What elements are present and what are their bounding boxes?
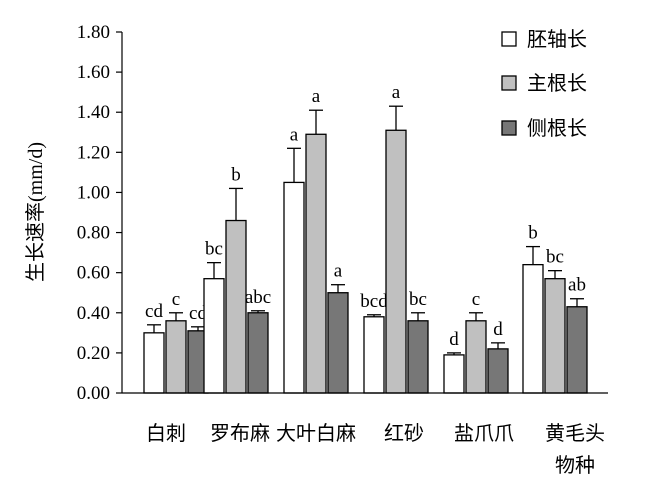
bar — [465, 320, 487, 394]
bar — [544, 278, 566, 394]
x-tick-label: 白刺 — [146, 422, 186, 445]
bar — [225, 219, 247, 394]
bar — [443, 354, 465, 394]
y-tick-label: 0.20 — [77, 343, 110, 364]
y-tick-label: 0.00 — [77, 383, 110, 404]
significance-letter: cd — [145, 301, 163, 322]
significance-letter: bcd — [360, 291, 388, 312]
significance-letter: ab — [568, 275, 586, 296]
bar — [203, 278, 225, 394]
x-tick-label: 黄毛头 — [545, 422, 605, 445]
significance-letter: a — [290, 124, 299, 145]
significance-letter: b — [528, 223, 538, 244]
y-tick-label: 0.80 — [77, 223, 110, 244]
x-tick-label: 罗布麻 — [210, 422, 270, 445]
y-tick-label: 0.40 — [77, 303, 110, 324]
bar — [327, 292, 349, 394]
significance-letter: cd — [189, 303, 207, 324]
y-tick-label: 1.40 — [77, 102, 110, 123]
significance-letter: a — [312, 86, 321, 107]
y-tick-label: 1.20 — [77, 142, 110, 163]
y-ticks: 0.00 0.20 0.40 0.60 0.80 1.00 1.20 1.40 1.60 1.80 — [77, 22, 122, 404]
x-tick-label: 盐爪爪 — [454, 422, 514, 445]
significance-letter: c — [472, 289, 480, 310]
significance-letter: d — [449, 329, 459, 350]
legend-swatch — [501, 31, 517, 47]
x-tick-labels: 白刺 罗布麻 大叶白麻 红砂 盐爪爪 黄毛头 — [146, 422, 605, 445]
bar — [143, 332, 165, 394]
significance-letter: abc — [245, 287, 271, 308]
x-tick-label: 红砂 — [384, 422, 424, 445]
bar — [165, 320, 187, 394]
significance-letter: bc — [205, 239, 223, 260]
bar — [385, 129, 407, 394]
legend-swatch — [501, 120, 517, 136]
legend-label: 胚轴长 — [527, 28, 587, 51]
significance-letter: bc — [409, 289, 427, 310]
x-axis-label: 物种 — [555, 454, 595, 477]
y-tick-label: 1.00 — [77, 182, 110, 203]
bar — [487, 348, 509, 394]
legend-label: 侧根长 — [527, 117, 587, 140]
legend-label: 主根长 — [527, 72, 587, 95]
bar — [522, 263, 544, 394]
significance-letter: c — [172, 289, 180, 310]
y-axis-label: 生长速率(mm/d) — [24, 142, 47, 282]
significance-letter: a — [334, 261, 343, 282]
significance-letter: b — [231, 164, 241, 185]
x-tick-label: 大叶白麻 — [276, 422, 356, 445]
y-tick-label: 0.60 — [77, 263, 110, 284]
bar — [247, 312, 269, 394]
bar — [363, 316, 385, 394]
bar — [566, 306, 588, 394]
legend-swatch — [501, 75, 517, 91]
bar — [305, 133, 327, 394]
axes — [121, 32, 608, 394]
significance-letter: bc — [546, 247, 564, 268]
significance-letter: a — [392, 82, 401, 103]
bar — [283, 181, 305, 394]
y-tick-label: 1.80 — [77, 22, 110, 43]
y-tick-label: 1.60 — [77, 62, 110, 83]
significance-letter: d — [493, 319, 503, 340]
bar — [407, 320, 429, 394]
